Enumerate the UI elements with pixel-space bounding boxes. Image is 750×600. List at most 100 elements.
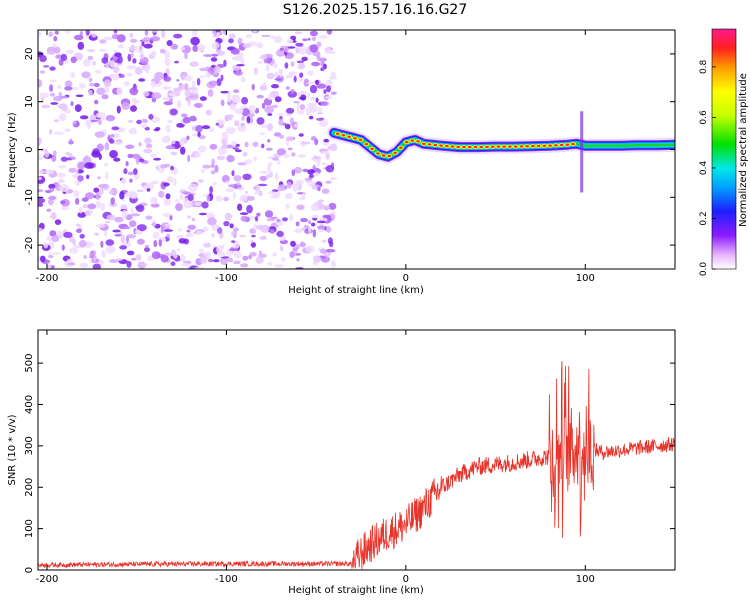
noise-blob — [233, 250, 242, 259]
noise-blob — [209, 186, 214, 194]
noise-blob — [201, 125, 211, 130]
noise-blob — [301, 141, 311, 145]
noise-blob — [87, 203, 97, 210]
noise-blob — [121, 209, 128, 219]
noise-blob — [272, 252, 277, 257]
noise-blob — [203, 242, 211, 248]
noise-blob — [130, 105, 137, 112]
noise-blob — [53, 119, 60, 123]
noise-blob — [274, 172, 279, 181]
noise-blob — [217, 227, 223, 234]
noise-blob — [223, 221, 230, 227]
noise-blob — [150, 36, 161, 42]
noise-blob — [311, 61, 321, 67]
noise-blob — [180, 262, 191, 267]
noise-blob — [270, 35, 276, 40]
noise-blob — [323, 138, 330, 143]
noise-blob — [290, 152, 296, 157]
noise-blob — [151, 251, 161, 260]
noise-blob — [64, 80, 73, 88]
noise-blob — [229, 103, 237, 111]
noise-blob — [41, 97, 44, 103]
noise-blob — [127, 171, 134, 176]
noise-blob — [72, 120, 78, 125]
noise-blob — [297, 110, 305, 115]
noise-blob — [276, 49, 285, 57]
noise-blob — [191, 80, 196, 89]
noise-blob — [216, 31, 220, 38]
noise-blob — [70, 101, 74, 107]
noise-blob — [144, 247, 150, 253]
noise-blob — [43, 242, 49, 249]
noise-blob — [181, 74, 186, 81]
noise-blob — [43, 65, 50, 68]
noise-blob — [91, 150, 101, 158]
noise-blob — [109, 138, 115, 144]
noise-blob — [165, 145, 176, 150]
signal-peak — [467, 145, 472, 149]
noise-blob — [86, 49, 96, 52]
noise-blob — [287, 46, 296, 49]
noise-blob — [113, 30, 118, 33]
noise-blob — [308, 115, 314, 120]
noise-blob — [237, 203, 243, 211]
noise-blob — [311, 214, 320, 219]
noise-blob — [90, 114, 96, 120]
noise-blob — [330, 177, 338, 181]
noise-blob — [97, 176, 101, 180]
noise-blob — [160, 164, 168, 169]
noise-blob — [239, 212, 249, 216]
noise-blob — [196, 78, 201, 86]
noise-blob — [38, 153, 42, 156]
noise-blob — [143, 43, 153, 49]
noise-blob — [209, 143, 218, 150]
noise-blob — [189, 61, 199, 67]
noise-blob — [328, 75, 338, 80]
signal-peak — [496, 145, 501, 148]
signal-peak — [387, 154, 392, 158]
noise-blob — [60, 200, 66, 205]
noise-blob — [126, 234, 137, 239]
noise-blob — [269, 195, 280, 199]
noise-blob — [272, 157, 280, 161]
noise-blob — [161, 97, 171, 101]
noise-blob — [220, 74, 224, 82]
noise-blob — [261, 102, 266, 109]
noise-blob — [85, 30, 90, 36]
noise-blob — [184, 75, 193, 82]
noise-blob — [179, 138, 185, 146]
noise-blob — [202, 164, 212, 169]
noise-blob — [211, 158, 215, 167]
noise-blob — [210, 57, 218, 62]
noise-blob — [199, 96, 207, 101]
noise-blob — [137, 238, 145, 245]
noise-blob — [38, 32, 42, 37]
noise-blob — [150, 196, 158, 205]
noise-blob — [216, 78, 222, 87]
noise-blob — [91, 33, 97, 38]
noise-blob — [56, 230, 64, 239]
noise-blob — [68, 153, 73, 158]
noise-blob — [182, 116, 192, 124]
noise-blob — [312, 172, 321, 176]
noise-blob — [199, 75, 205, 78]
noise-blob — [151, 222, 157, 227]
noise-blob — [300, 94, 307, 101]
noise-blob — [38, 156, 44, 161]
noise-blob — [120, 234, 125, 244]
noise-blob — [193, 103, 202, 108]
noise-blob — [309, 30, 318, 37]
noise-blob — [281, 256, 286, 262]
noise-blob — [265, 147, 273, 151]
noise-blob — [315, 79, 319, 86]
noise-blob — [318, 57, 327, 62]
noise-blob — [298, 62, 305, 69]
noise-blob — [135, 205, 143, 210]
noise-blob — [180, 146, 186, 155]
signal-peak — [565, 143, 570, 146]
noise-blob — [89, 82, 95, 87]
noise-blob — [213, 259, 220, 263]
noise-blob — [273, 264, 284, 268]
signal-peak — [341, 134, 346, 137]
noise-blob — [78, 206, 83, 214]
